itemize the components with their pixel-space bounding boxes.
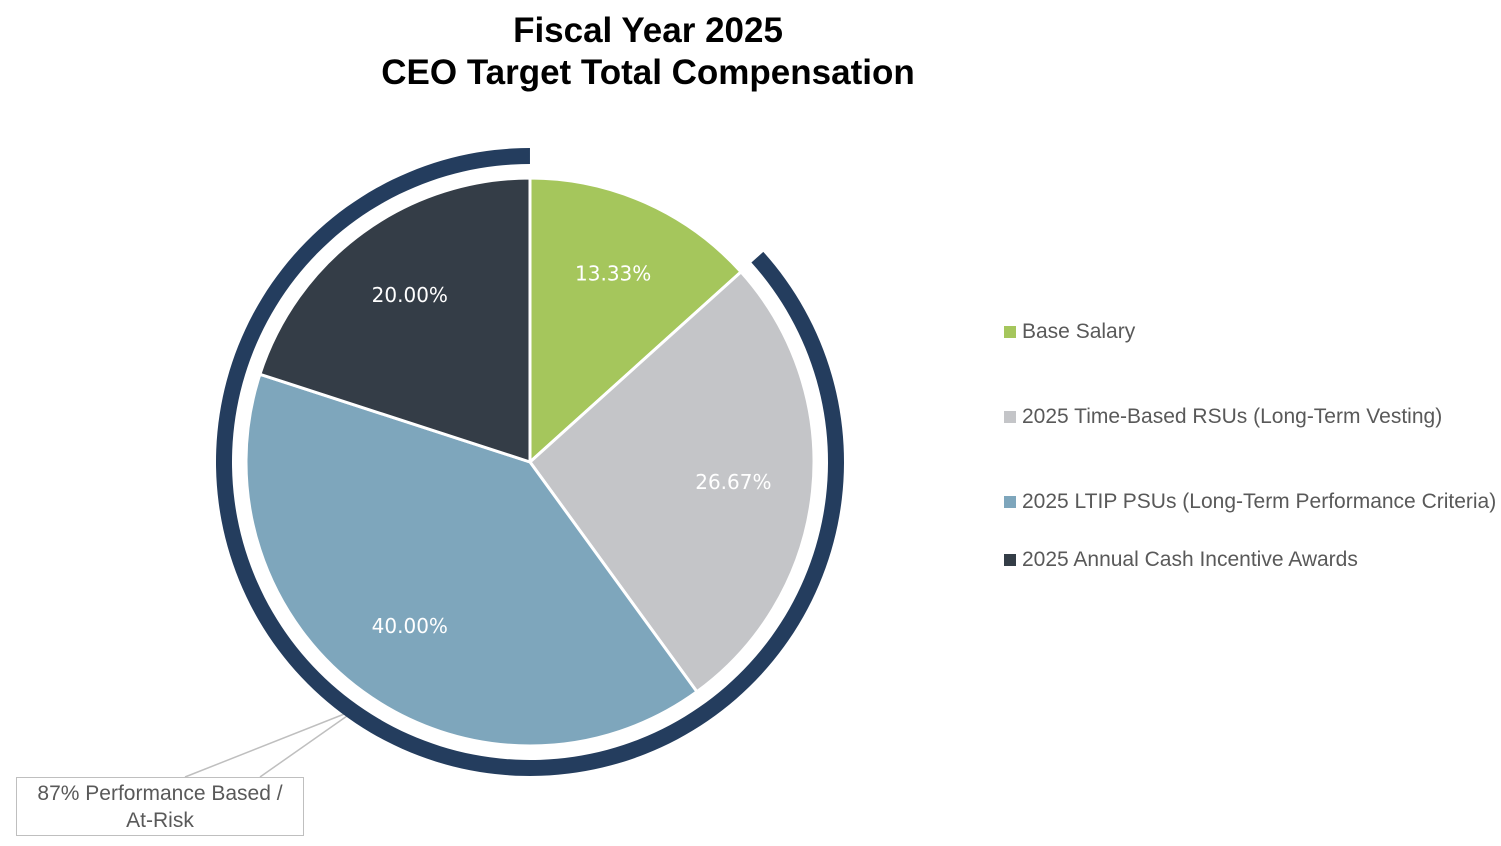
legend-swatch [1004,326,1016,338]
legend-swatch [1004,554,1016,566]
legend-item: 2025 Annual Cash Incentive Awards [1004,546,1500,631]
data-label: 26.67% [695,470,771,494]
callout-line [184,708,358,778]
data-label: 20.00% [372,283,448,307]
chart-title: Fiscal Year 2025 [513,11,783,50]
data-label: 13.33% [575,262,651,286]
chart-title: CEO Target Total Compensation [381,53,914,92]
legend: Base Salary 2025 Time-Based RSUs (Long-Te… [1004,318,1500,631]
callout-line [259,708,358,778]
legend-label: Base Salary [1022,320,1136,343]
legend-item: 2025 LTIP PSUs (Long-Term Performance Cr… [1004,488,1500,573]
legend-swatch [1004,496,1016,508]
pie-slice [527,269,816,694]
legend-item: 2025 Time-Based RSUs (Long-Term Vesting) [1004,403,1500,488]
legend-label: 2025 Annual Cash Incentive Awards [1022,548,1358,571]
data-label: 40.00% [372,614,448,638]
legend-swatch [1004,411,1016,423]
pie-slice [528,176,744,466]
pie-slice [244,372,700,748]
pie-slice [258,176,532,465]
legend-item: Base Salary [1004,318,1500,403]
annotation: 87% Performance Based / At-Risk [16,777,304,836]
legend-label: 2025 LTIP PSUs (Long-Term Performance Cr… [1022,490,1497,513]
legend-label: 2025 Time-Based RSUs (Long-Term Vesting) [1022,405,1443,428]
